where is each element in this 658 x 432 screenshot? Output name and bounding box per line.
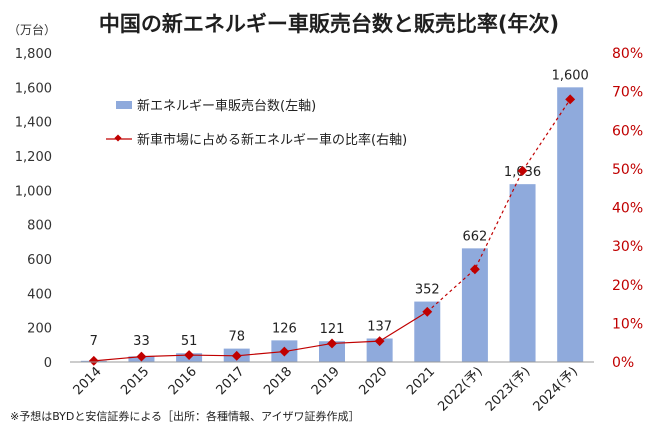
left-axis-tick-label: 800 <box>27 219 52 234</box>
x-axis-tick-label: 2019 <box>309 364 343 398</box>
ratio-point-marker <box>231 350 242 361</box>
left-axis-tick-label: 1,000 <box>15 184 52 199</box>
right-axis-tick-label: 50% <box>612 162 643 178</box>
right-axis-tick-label: 80% <box>612 46 643 62</box>
left-axis-tick-label: 1,800 <box>15 47 52 62</box>
ratio-point-marker <box>517 165 528 176</box>
x-axis-tick-label: 2015 <box>118 364 152 398</box>
bar-data-label: 126 <box>272 321 297 336</box>
ratio-point-marker <box>469 264 480 275</box>
left-axis-unit: （万台） <box>8 22 56 37</box>
bar-data-label: 1,600 <box>552 68 589 83</box>
right-axis-tick-label: 30% <box>612 239 643 255</box>
ratio-point-marker <box>279 346 290 357</box>
legend: 新エネルギー車販売台数(左軸) 新車市場に占める新エネルギー車の比率(右軸) <box>106 98 407 148</box>
ratio-point-marker <box>374 336 385 347</box>
source-note: ※予想はBYDと安信証券による［出所：各種情報、アイザワ証券作成］ <box>10 409 359 423</box>
left-axis-tick-label: 0 <box>44 356 52 371</box>
legend-line-label: 新車市場に占める新エネルギー車の比率(右軸) <box>137 132 407 148</box>
ratio-point-marker <box>136 351 147 362</box>
ratio-point-marker <box>565 94 576 105</box>
bar-data-label: 121 <box>320 322 345 337</box>
right-axis-ticks: 0% 10% 20% 30% 40% 50% 60% 70% 80% <box>612 46 643 371</box>
bar <box>319 341 345 362</box>
ratio-line-series <box>88 94 576 366</box>
bar-data-label: 33 <box>133 334 150 349</box>
bar <box>509 184 536 362</box>
x-axis-tick-label: 2017 <box>214 364 248 398</box>
ratio-point-marker <box>327 338 337 349</box>
bar-data-label: 662 <box>462 229 487 244</box>
right-axis-tick-label: 70% <box>612 85 643 101</box>
bar <box>366 338 393 362</box>
x-axis-tick-label: 2016 <box>166 364 200 398</box>
bar <box>557 87 584 362</box>
left-axis-tick-label: 400 <box>27 287 52 302</box>
ratio-line-actual <box>93 311 428 362</box>
left-axis-ticks: 0 200 400 600 800 1,000 1,200 1,400 1,600 1,800 <box>15 47 52 371</box>
right-axis-tick-label: 40% <box>612 201 643 217</box>
left-axis-tick-label: 1,200 <box>15 150 52 165</box>
x-axis-tick-label: 2023(予) <box>483 364 533 414</box>
left-axis-tick-label: 1,400 <box>15 116 52 131</box>
x-axis-tick-label: 2021 <box>404 364 438 398</box>
bar-data-label: 137 <box>367 319 392 334</box>
x-axis-tick-label: 2024(予) <box>531 364 581 414</box>
bars-series <box>80 87 584 362</box>
right-axis-tick-label: 0% <box>612 355 634 371</box>
x-axis-tick-label: 2022(予) <box>435 364 485 414</box>
x-axis-ticks: 2014 2015 2016 2017 2018 2019 2020 20212022(予)2… <box>71 364 581 414</box>
bar-data-label: 51 <box>181 334 198 349</box>
bar-data-label: 7 <box>90 334 98 349</box>
legend-line-marker <box>114 134 122 142</box>
right-axis-tick-label: 10% <box>612 316 643 332</box>
ratio-point-marker <box>422 306 433 317</box>
x-axis-tick-label: 2018 <box>261 364 295 398</box>
bar-data-label: 78 <box>228 330 245 345</box>
x-axis-tick-label: 2020 <box>356 364 390 398</box>
x-axis-tick-label: 2014 <box>71 364 105 398</box>
legend-bar-label: 新エネルギー車販売台数(左軸) <box>137 98 316 114</box>
left-axis-tick-label: 600 <box>27 253 52 268</box>
ratio-point-marker <box>184 350 195 360</box>
ratio-line-forecast <box>426 99 571 313</box>
legend-bar-swatch <box>116 101 132 109</box>
left-axis-tick-label: 200 <box>27 322 52 337</box>
left-axis-tick-label: 1,600 <box>15 81 52 96</box>
chart-title: 中国の新エネルギー車販売台数と販売比率(年次) <box>99 12 559 36</box>
bar-data-label: 352 <box>415 283 440 298</box>
right-axis-tick-label: 20% <box>612 278 643 294</box>
right-axis-tick-label: 60% <box>612 123 643 139</box>
